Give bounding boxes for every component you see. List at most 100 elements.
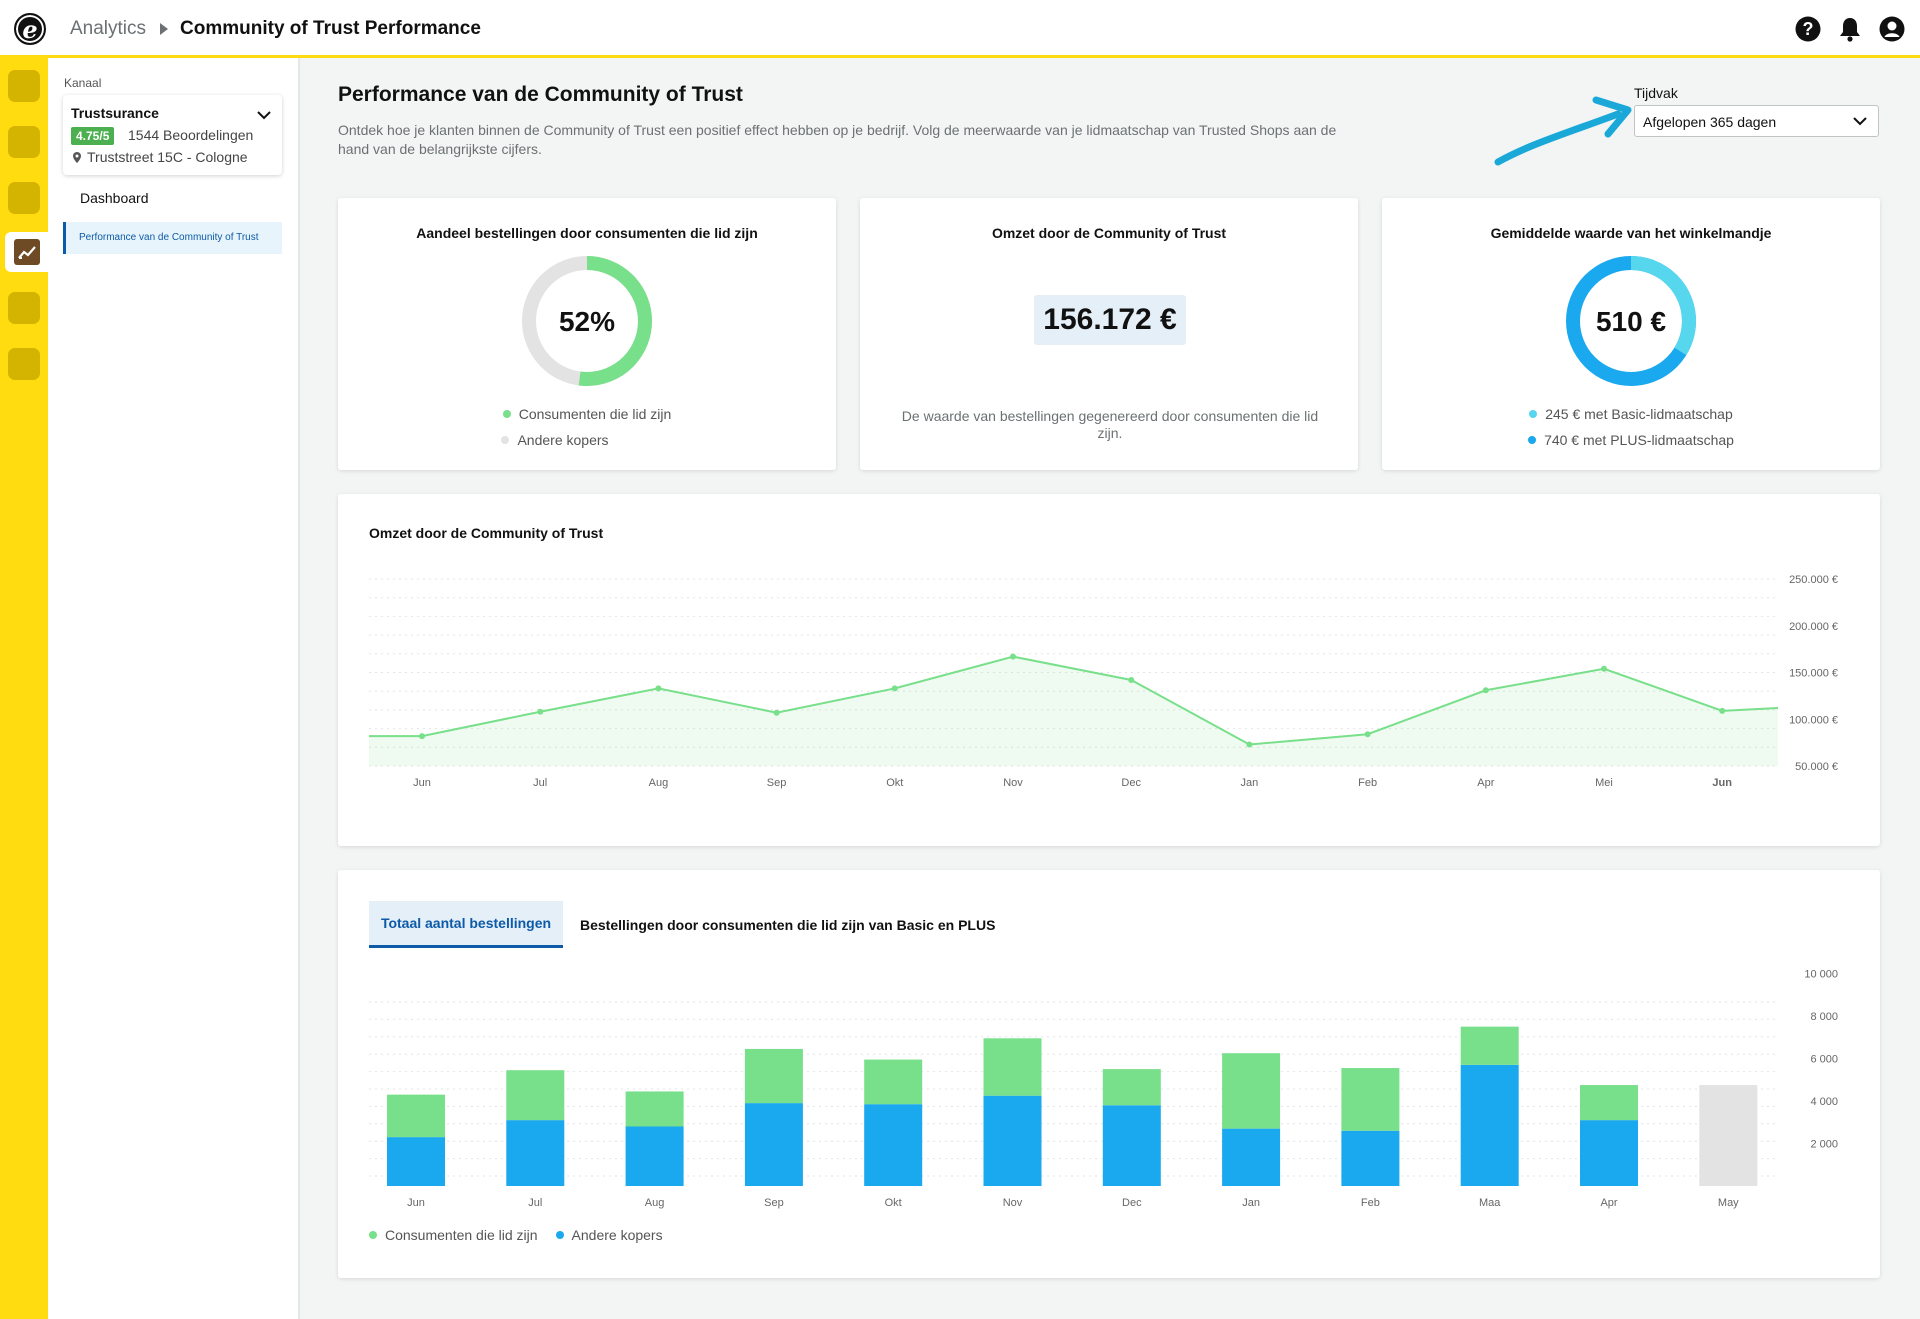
bar-segment[interactable] [1699, 1085, 1758, 1186]
x-tick-label: Jun [1712, 777, 1732, 789]
bar-segment[interactable] [1341, 1130, 1400, 1186]
rail-app-button[interactable] [8, 182, 40, 214]
kpi-card-revenue: Omzet door de Community of Trust 156.172… [860, 198, 1358, 470]
bar-segment[interactable] [625, 1126, 684, 1187]
bar-segment[interactable] [625, 1091, 684, 1127]
x-tick-label: Aug [649, 777, 669, 789]
bar-segment[interactable] [1222, 1128, 1281, 1186]
bar-segment[interactable] [387, 1137, 445, 1186]
data-point[interactable] [1246, 741, 1253, 748]
y-tick-label: 2 000 [1810, 1139, 1838, 1151]
chevron-down-icon[interactable] [256, 107, 272, 125]
bar-segment[interactable] [744, 1048, 803, 1104]
side-panel: Kanaal Trustsurance 4.75/5 1544 Beoordel… [48, 58, 300, 1319]
data-point[interactable] [891, 685, 898, 692]
bar-segment[interactable] [506, 1070, 565, 1121]
data-point[interactable] [1364, 731, 1371, 738]
channel-selector[interactable]: Trustsurance 4.75/5 1544 Beoordelingen T… [63, 95, 282, 175]
bar-segment[interactable] [1460, 1026, 1519, 1065]
rail-app-button[interactable] [8, 292, 40, 324]
period-select[interactable]: Afgelopen 365 dagen [1634, 105, 1879, 137]
legend-label: 740 € met PLUS-lidmaatschap [1544, 432, 1734, 448]
bar-segment[interactable] [983, 1095, 1042, 1186]
legend-item: Andere kopers [338, 432, 836, 448]
legend-dot [1528, 436, 1537, 444]
period-label: Tijdvak [1634, 85, 1678, 101]
bar-segment[interactable] [1102, 1069, 1161, 1106]
bar-segment[interactable] [983, 1038, 1042, 1096]
bar-segment[interactable] [1580, 1085, 1638, 1121]
data-point[interactable] [1010, 653, 1016, 660]
bar-segment[interactable] [1341, 1068, 1400, 1131]
review-count: 1544 Beoordelingen [128, 127, 254, 143]
data-point[interactable] [1482, 687, 1489, 694]
data-point[interactable] [773, 709, 780, 716]
bar-segment[interactable] [864, 1059, 923, 1105]
share-donut-chart [522, 256, 652, 386]
rail-app-button[interactable] [8, 126, 40, 158]
top-bar: e Analytics Community of Trust Performan… [0, 0, 1920, 58]
basket-donut-chart [1566, 256, 1696, 386]
data-point[interactable] [419, 733, 425, 740]
card-title: Aandeel bestellingen door consumenten di… [416, 225, 758, 241]
trusted-shops-logo[interactable]: e [14, 13, 46, 45]
bar-segment[interactable] [1580, 1120, 1638, 1186]
bar-segment[interactable] [506, 1120, 565, 1186]
help-icon[interactable]: ? [1794, 15, 1822, 43]
legend-dot [555, 1231, 564, 1239]
location-pin-icon [73, 151, 81, 163]
nav-community-performance[interactable]: Performance van de Community of Trust [63, 222, 282, 254]
breadcrumb: Analytics Community of Trust Performance [70, 18, 481, 40]
bar-segment[interactable] [864, 1104, 923, 1186]
x-tick-label: Feb [1358, 777, 1377, 789]
data-point[interactable] [1601, 665, 1607, 672]
x-tick-label: Jun [407, 1197, 425, 1209]
breadcrumb-current: Community of Trust Performance [180, 18, 481, 39]
data-point[interactable] [537, 708, 544, 715]
trend-chart-icon [13, 239, 40, 265]
channel-label: Kanaal [64, 76, 102, 90]
x-tick-label: May [1718, 1197, 1739, 1209]
bell-icon[interactable] [1836, 15, 1864, 43]
rating-badge: 4.75/5 [71, 127, 115, 145]
y-tick-label: 10 000 [1804, 969, 1838, 981]
bar-segment[interactable] [387, 1094, 445, 1138]
legend-label: Andere kopers [517, 432, 609, 448]
revenue-line-chart: 250.000 € 200.000 € 150.000 € 100.000 € 50.0… [369, 574, 1838, 789]
data-point[interactable] [1719, 707, 1726, 714]
revenue-value: 156.172 € [1034, 295, 1186, 345]
legend-item: Consumenten die lid zijn [369, 1227, 538, 1243]
tab-member-orders[interactable]: Bestellingen door consumenten die lid zi… [580, 916, 996, 933]
x-tick-label: Feb [1361, 1197, 1380, 1209]
tab-total-orders[interactable]: Totaal aantal bestellingen [369, 901, 563, 948]
x-tick-label: Nov [1003, 1197, 1023, 1209]
period-select-value: Afgelopen 365 dagen [1643, 114, 1777, 130]
legend-item: 740 € met PLUS-lidmaatschap [1382, 432, 1880, 448]
breadcrumb-analytics[interactable]: Analytics [70, 18, 147, 39]
kpi-card-basket: Gemiddelde waarde van het winkelmandje 5… [1382, 198, 1880, 470]
bar-segment[interactable] [1222, 1053, 1281, 1129]
data-point[interactable] [1128, 676, 1135, 683]
nav-dashboard[interactable]: Dashboard [80, 190, 149, 206]
bar-segment[interactable] [1102, 1105, 1161, 1186]
rail-app-button[interactable] [8, 348, 40, 380]
data-point[interactable] [655, 685, 662, 692]
legend-label: Andere kopers [571, 1227, 663, 1243]
x-tick-label: Okt [886, 777, 903, 789]
x-tick-label: Jan [1242, 1197, 1260, 1209]
basket-value: 510 € [1595, 306, 1667, 337]
rail-analytics-button[interactable] [5, 232, 48, 272]
y-tick-label: 8 000 [1810, 1011, 1838, 1023]
rail-app-button[interactable] [8, 70, 40, 102]
chevron-down-icon [1852, 113, 1868, 129]
x-tick-label: Sep [767, 777, 787, 789]
x-tick-label: Apr [1600, 1197, 1617, 1209]
bar-segment[interactable] [1460, 1064, 1519, 1186]
bar-segment[interactable] [744, 1103, 803, 1186]
card-title: Gemiddelde waarde van het winkelmandje [1490, 225, 1772, 241]
legend-dot [369, 1231, 377, 1239]
user-icon[interactable] [1878, 15, 1906, 43]
legend-dot [501, 436, 510, 444]
revenue-chart-card: Omzet door de Community of Trust 250.000… [338, 494, 1880, 846]
legend-label: Consumenten die lid zijn [518, 406, 672, 422]
